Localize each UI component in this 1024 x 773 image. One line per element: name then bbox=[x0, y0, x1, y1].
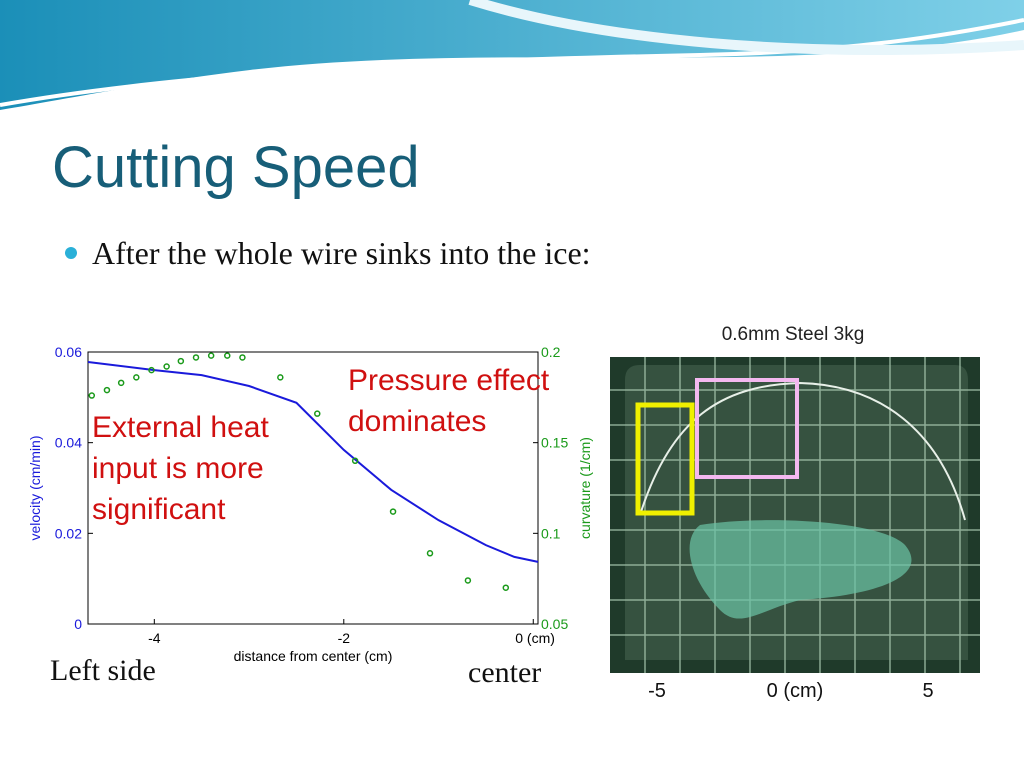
highlight-box bbox=[635, 402, 695, 516]
curvature-point bbox=[133, 374, 140, 381]
curvature-point bbox=[207, 352, 215, 359]
curvature-point bbox=[192, 354, 200, 361]
photo-axis-label: -5 bbox=[648, 680, 666, 702]
curvature-point bbox=[103, 386, 111, 394]
curvature-point bbox=[148, 366, 155, 374]
curvature-point bbox=[389, 508, 397, 515]
cut-line bbox=[639, 381, 966, 521]
curvature-point bbox=[177, 357, 185, 365]
bullet-dot bbox=[65, 247, 77, 259]
side-label: Left side bbox=[50, 654, 156, 687]
curvature-point bbox=[88, 392, 96, 399]
y2-tick-label: 0.05 bbox=[541, 616, 568, 632]
ice-block bbox=[625, 365, 968, 660]
plot-frame bbox=[87, 351, 539, 625]
bullet-text: After the whole wire sinks into the ice: bbox=[92, 235, 591, 271]
y-tick-label: 0.06 bbox=[55, 344, 82, 360]
curvature-point bbox=[351, 457, 359, 465]
annotation: significant bbox=[92, 493, 226, 526]
x-tick-label: -2 bbox=[338, 630, 351, 646]
y2-axis-label: curvature (1/cm) bbox=[577, 437, 593, 539]
curvature-point bbox=[117, 379, 125, 387]
curvature-point bbox=[464, 577, 472, 584]
y2-tick-label: 0.2 bbox=[541, 344, 561, 360]
velocity-line bbox=[87, 360, 539, 563]
curvature-point bbox=[163, 363, 170, 370]
annotation: dominates bbox=[348, 405, 486, 438]
photo-title: 0.6mm Steel 3kg bbox=[722, 324, 865, 345]
curvature-point bbox=[224, 352, 231, 359]
y2-tick-label: 0.15 bbox=[541, 435, 568, 451]
y-tick-label: 0.02 bbox=[55, 525, 82, 541]
x-tick-label: 0 (cm) bbox=[515, 630, 555, 646]
curvature-point bbox=[426, 550, 434, 557]
annotation: input is more bbox=[92, 452, 264, 485]
y-tick-label: 0 bbox=[74, 616, 82, 632]
y2-tick-label: 0.1 bbox=[541, 525, 561, 541]
annotation: Pressure effect bbox=[348, 364, 550, 397]
curvature-point bbox=[277, 374, 284, 381]
slide-title: Cutting Speed bbox=[52, 135, 420, 200]
photo-axis-label: 0 (cm) bbox=[767, 680, 824, 702]
y-tick-label: 0.04 bbox=[55, 435, 82, 451]
x-axis-label: distance from center (cm) bbox=[234, 648, 393, 664]
curvature-point bbox=[314, 410, 321, 417]
x-tick-label: -4 bbox=[148, 630, 161, 646]
curvature-point bbox=[239, 354, 246, 361]
header-line bbox=[468, 0, 1024, 55]
highlight-box bbox=[695, 378, 799, 479]
side-label: center bbox=[468, 656, 541, 689]
annotation: External heat bbox=[92, 411, 269, 444]
header-wave bbox=[0, 0, 1024, 110]
y-axis-label: velocity (cm/min) bbox=[27, 435, 43, 540]
photo-axis-label: 5 bbox=[922, 680, 933, 702]
curvature-point bbox=[502, 584, 510, 591]
header-line bbox=[0, 18, 1024, 107]
water-region bbox=[689, 520, 912, 619]
